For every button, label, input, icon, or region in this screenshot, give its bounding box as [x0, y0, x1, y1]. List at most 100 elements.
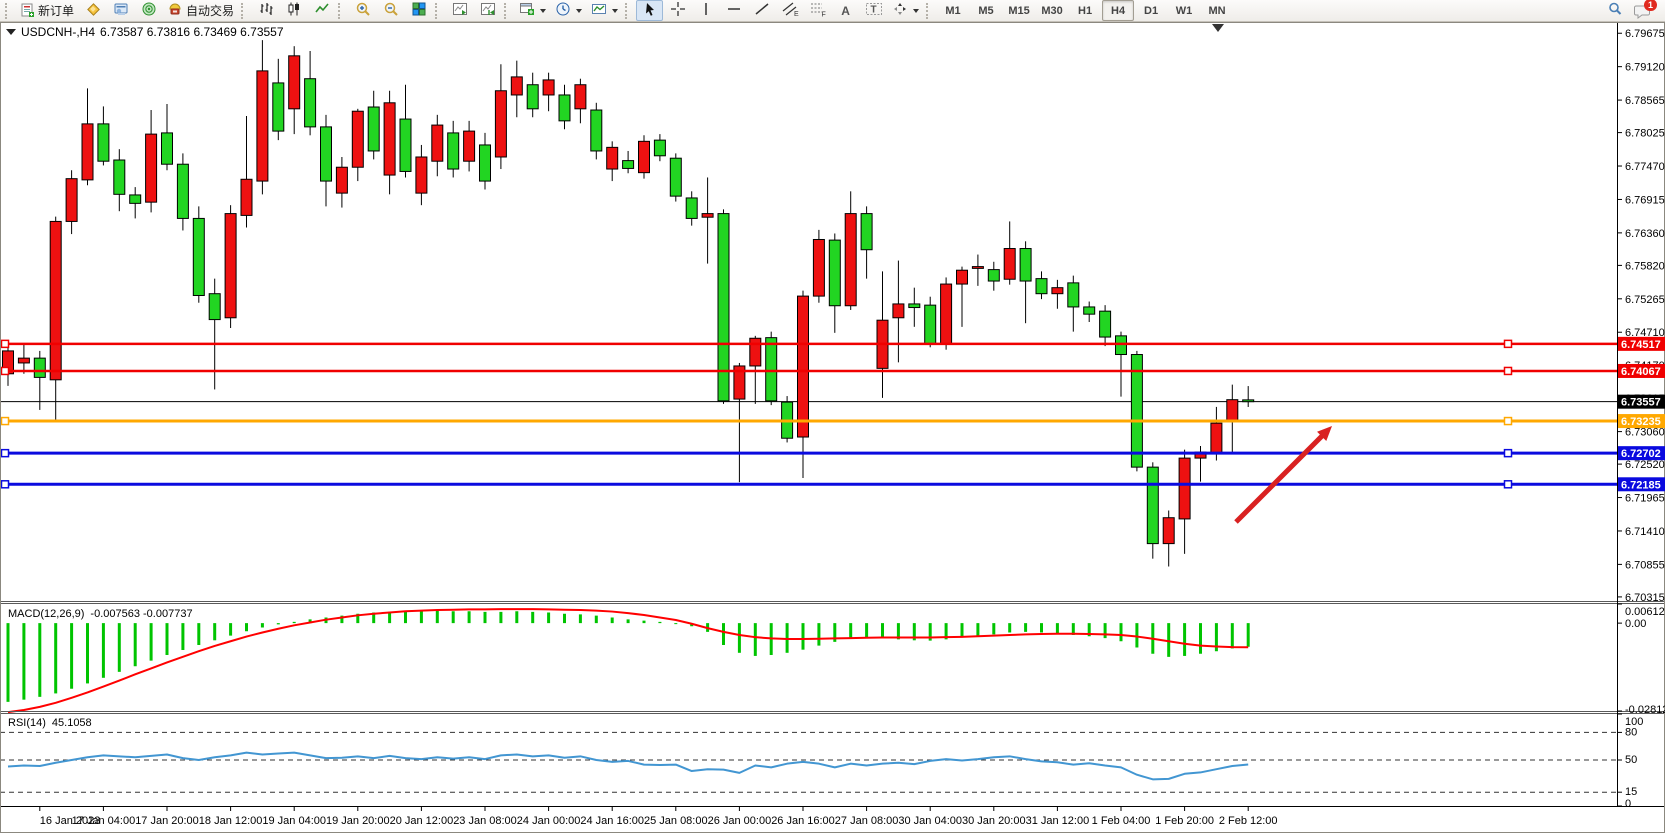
timeframe-w1-button[interactable]: W1: [1175, 4, 1193, 17]
candlestick-chart-button[interactable]: [280, 0, 307, 21]
price-badge-label: 6.74067: [1621, 366, 1661, 378]
toolbar-grip[interactable]: [625, 2, 631, 19]
auto-scroll-button[interactable]: [446, 0, 473, 21]
candle: [1019, 248, 1032, 282]
timeframe-m5-button[interactable]: M5: [978, 4, 994, 17]
tile-windows-button[interactable]: [405, 0, 432, 21]
macd-histogram-bar: [1135, 623, 1139, 648]
candle: [828, 239, 841, 307]
bar-chart-icon: [258, 1, 274, 20]
bar-chart-button[interactable]: [252, 0, 279, 21]
timeframe-m1-button[interactable]: M1: [945, 4, 961, 17]
candle: [145, 133, 158, 203]
macd-histogram-bar: [388, 611, 392, 624]
cursor-button[interactable]: [636, 0, 664, 21]
price-tick-label: 6.75265: [1625, 294, 1665, 306]
line-handle[interactable]: [1503, 339, 1513, 349]
chart-canvas[interactable]: 6.79675 6.79120 6.78565 6.78025 6.77470 6.769…: [0, 22, 1665, 833]
search-button[interactable]: [1601, 0, 1628, 21]
macd-histogram-bar: [1087, 623, 1091, 637]
macd-histogram-bar: [865, 623, 869, 638]
vertical-line-button[interactable]: [692, 0, 719, 21]
toolbar-grip[interactable]: [241, 2, 247, 19]
candle: [463, 130, 476, 162]
macd-histogram-bar: [276, 623, 280, 625]
macd-histogram-bar: [817, 623, 821, 646]
line-handle[interactable]: [1503, 366, 1513, 376]
new-chart-dropdown[interactable]: [515, 0, 550, 21]
one-click-trading-expander[interactable]: [6, 29, 16, 35]
notifications-button[interactable]: 1: [1629, 0, 1657, 21]
timeframe-m15-button[interactable]: M15: [1008, 4, 1030, 17]
line-handle[interactable]: [0, 480, 10, 489]
timeframe-mn-button[interactable]: MN: [1208, 4, 1226, 17]
horizontal-line-button[interactable]: [720, 0, 747, 21]
candle: [638, 140, 650, 174]
fibonacci-button[interactable]: F: [804, 0, 831, 21]
line-handle[interactable]: [0, 416, 10, 426]
macd-histogram-bar: [753, 623, 757, 656]
candle: [669, 157, 682, 197]
candle: [1067, 282, 1080, 308]
equidistant-channel-button[interactable]: E: [776, 0, 803, 21]
toolbar-grip[interactable]: [435, 2, 441, 19]
line-handle[interactable]: [1503, 448, 1513, 458]
trend-arrow-object[interactable]: [1234, 431, 1327, 524]
data-window-button[interactable]: [107, 0, 134, 21]
macd-histogram-bar: [6, 623, 10, 702]
toolbar-grip[interactable]: [338, 2, 344, 19]
line-chart-button[interactable]: [308, 0, 335, 21]
chart-shift-button[interactable]: [474, 0, 501, 21]
zoom-in-button[interactable]: [349, 0, 376, 21]
candle: [622, 160, 635, 169]
macd-histogram-bar: [1167, 623, 1171, 657]
macd-histogram-bar: [992, 623, 996, 635]
line-handle[interactable]: [0, 448, 10, 458]
autotrading-button[interactable]: 自动交易: [163, 0, 238, 21]
macd-axis-label: -0.028128: [1625, 704, 1665, 716]
candle: [1242, 399, 1255, 403]
price-tick-label: 6.79675: [1625, 28, 1665, 40]
macd-histogram-bar: [944, 623, 948, 640]
timeframe-d1-button[interactable]: D1: [1144, 4, 1159, 17]
candle: [1083, 306, 1096, 315]
arrows-dropdown[interactable]: [888, 0, 923, 21]
toolbar-grip[interactable]: [504, 2, 510, 19]
macd-histogram-bar: [1024, 623, 1028, 632]
macd-indicator-label: MACD(12,26,9) -0.007563 -0.007737: [8, 608, 193, 620]
candle: [526, 84, 539, 110]
templates-dropdown[interactable]: [587, 0, 622, 21]
timeframe-h1-button[interactable]: H1: [1078, 4, 1093, 17]
crosshair-button[interactable]: [664, 0, 691, 21]
timeframe-h4-button[interactable]: H4: [1102, 0, 1135, 21]
line-handle[interactable]: [0, 339, 10, 349]
chart-shift-marker[interactable]: [1212, 24, 1224, 32]
text-label-button[interactable]: T: [860, 0, 887, 21]
text-button[interactable]: A: [832, 0, 859, 21]
macd-axis-label: 0.006121: [1625, 606, 1665, 618]
candle: [320, 126, 332, 182]
new-order-button[interactable]: 新订单: [16, 0, 78, 21]
dropdown-caret-icon: [540, 8, 547, 13]
candle: [812, 238, 825, 297]
candle: [494, 90, 507, 158]
timeframe-m30-button[interactable]: M30: [1041, 4, 1063, 17]
candle: [304, 78, 317, 128]
navigator-button[interactable]: [135, 0, 162, 21]
macd-histogram-bar: [722, 623, 725, 645]
periods-dropdown[interactable]: [551, 0, 586, 21]
trendline-button[interactable]: [748, 0, 775, 21]
line-handle[interactable]: [0, 366, 10, 376]
line-handle[interactable]: [1503, 416, 1513, 426]
market-watch-button[interactable]: [79, 0, 106, 21]
candle: [97, 123, 110, 162]
macd-histogram-bar: [1103, 623, 1107, 639]
zoom-out-button[interactable]: [377, 0, 404, 21]
price-badge: [1618, 446, 1665, 461]
arrows-icon: [892, 1, 908, 20]
macd-histogram-bar: [1246, 623, 1250, 647]
macd-histogram-bar: [737, 623, 741, 653]
line-handle[interactable]: [1503, 480, 1513, 489]
toolbar-grip[interactable]: [926, 2, 932, 19]
toolbar-grip[interactable]: [5, 2, 11, 19]
